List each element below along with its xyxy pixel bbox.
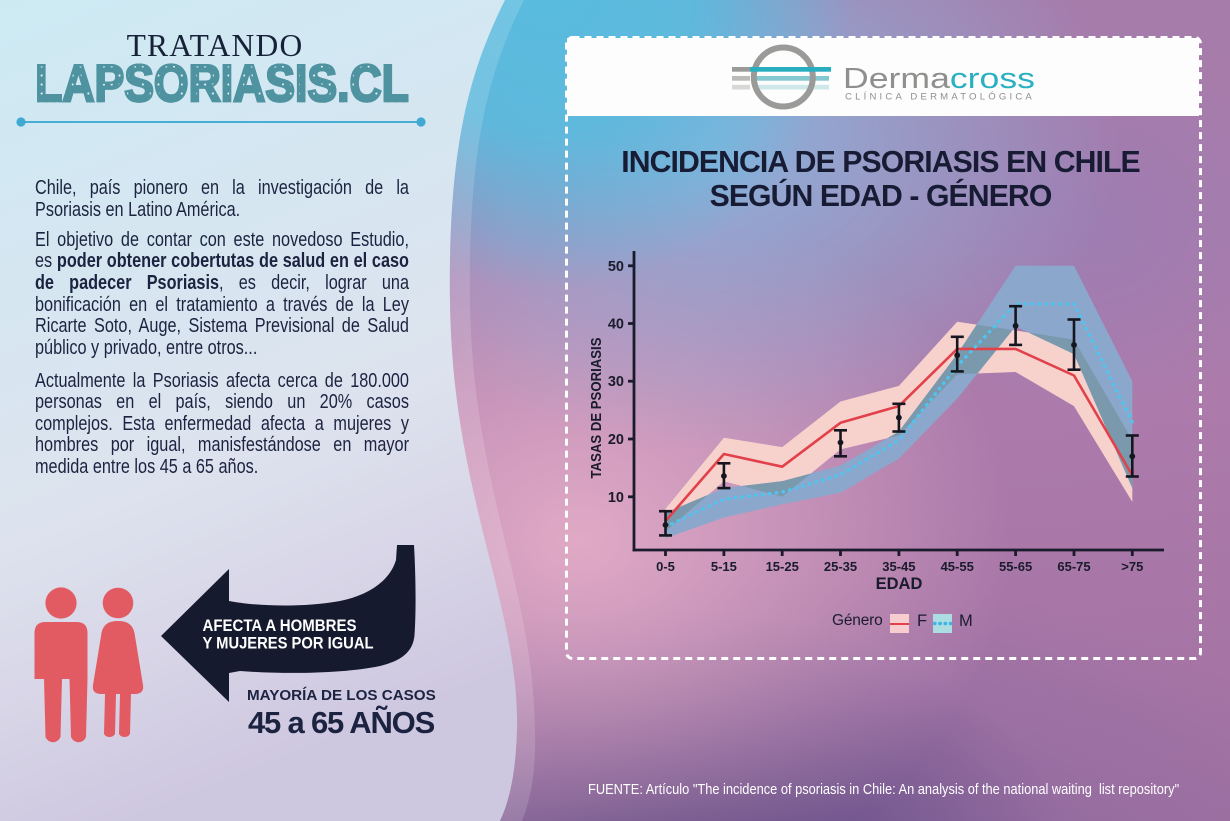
svg-text:55-65: 55-65 (999, 559, 1032, 574)
svg-text:35-45: 35-45 (882, 559, 915, 574)
svg-text:20: 20 (608, 432, 624, 448)
svg-text:5-15: 5-15 (711, 559, 737, 574)
svg-text:EDAD: EDAD (876, 575, 923, 593)
svg-text:>75: >75 (1121, 559, 1143, 574)
svg-text:40: 40 (608, 317, 624, 333)
svg-text:10: 10 (608, 490, 624, 506)
svg-text:30: 30 (608, 374, 624, 390)
svg-text:0-5: 0-5 (656, 559, 675, 574)
svg-text:25-35: 25-35 (824, 559, 857, 574)
svg-text:50: 50 (608, 259, 624, 275)
svg-text:65-75: 65-75 (1057, 559, 1090, 574)
svg-text:AFECTA A HOMBRES: AFECTA A HOMBRES (203, 616, 357, 635)
svg-text:TASAS DE PSORIASIS: TASAS DE PSORIASIS (589, 337, 605, 478)
svg-text:45-55: 45-55 (941, 559, 974, 574)
svg-text:Y MUJERES POR IGUAL: Y MUJERES POR IGUAL (203, 634, 374, 653)
svg-text:15-25: 15-25 (766, 559, 799, 574)
svg-text:CLÍNICA DERMATOLÓGICA: CLÍNICA DERMATOLÓGICA (845, 92, 1035, 102)
